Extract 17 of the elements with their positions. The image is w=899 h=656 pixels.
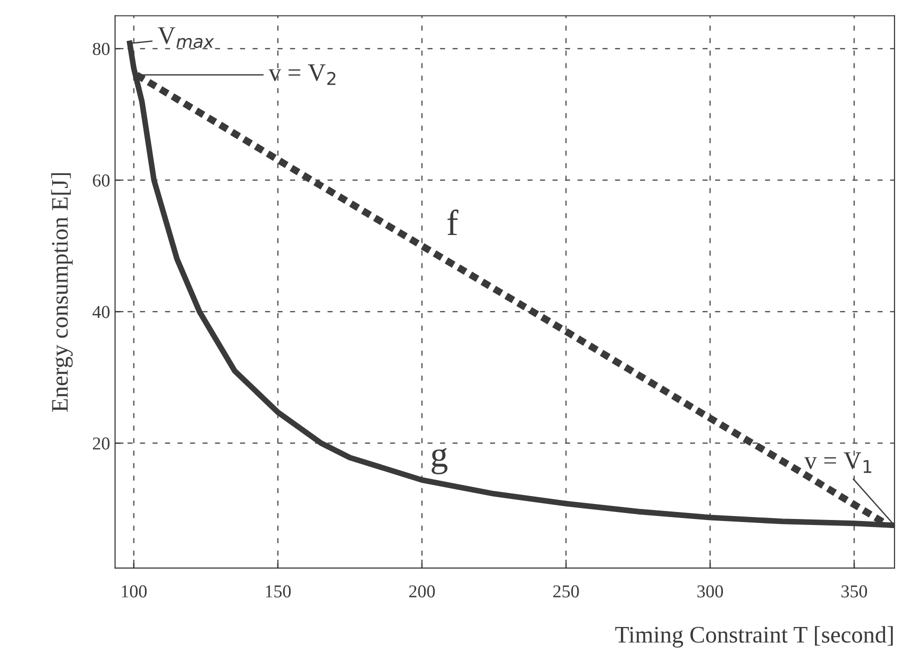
x-tick-label: 150	[266, 585, 291, 598]
x-tick-label: 250	[553, 585, 579, 598]
x-tick-label: 200	[409, 585, 435, 598]
y-tick-label: 40	[92, 306, 110, 318]
y-tick-label: 80	[92, 42, 110, 56]
series-label: g	[432, 448, 448, 474]
x-tick-label: 350	[841, 585, 868, 598]
y-axis-title: Energy consumption E[J]	[51, 173, 73, 412]
x-tick-label: 300	[697, 585, 723, 598]
x-axis-title: Timing Constraint T [second]	[615, 626, 893, 648]
annotation: V$_{max}$	[158, 27, 214, 48]
x-tick-label: 100	[122, 585, 147, 598]
series-label: f	[447, 210, 458, 235]
annotation: v = V$_{2}$	[268, 64, 336, 85]
y-tick-label: 60	[92, 174, 110, 187]
annotation: v = V$_{1}$	[804, 452, 872, 473]
y-tick-label: 20	[92, 437, 110, 450]
